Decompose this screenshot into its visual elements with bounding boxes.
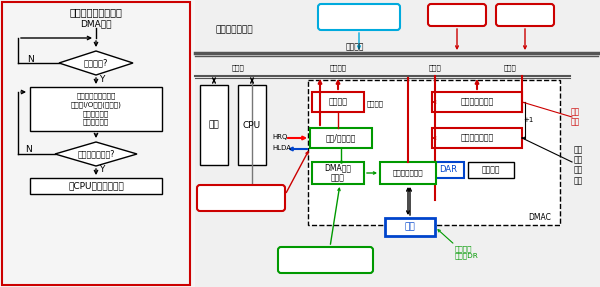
Text: +1: +1: [523, 117, 533, 123]
Text: 系统总线: 系统总线: [346, 42, 364, 51]
Text: DMAC: DMAC: [529, 212, 551, 222]
Bar: [30, 178, 162, 194]
Text: DMA控制器向总
线发送总线请求: DMA控制器向总 线发送总线请求: [221, 191, 260, 205]
Bar: [432, 92, 522, 112]
Text: 数据线: 数据线: [428, 65, 442, 71]
FancyBboxPatch shape: [428, 4, 486, 26]
Text: DMA请求: DMA请求: [80, 20, 112, 28]
Bar: [312, 92, 364, 112]
Text: 传送
结束
发出
中断: 传送 结束 发出 中断: [574, 145, 583, 185]
Polygon shape: [59, 51, 133, 75]
Bar: [30, 87, 162, 131]
Bar: [238, 85, 266, 165]
Text: 数据传送阶段的细化: 数据传送阶段的细化: [70, 7, 122, 17]
Text: 允许传送?: 允许传送?: [84, 59, 108, 67]
Text: 数据缓冲寄存器: 数据缓冲寄存器: [392, 170, 424, 176]
Text: 主存: 主存: [209, 121, 220, 129]
Text: DMA请求
触发器: DMA请求 触发器: [325, 163, 352, 183]
Polygon shape: [55, 142, 137, 166]
Text: CPU: CPU: [243, 121, 261, 129]
Text: DAR: DAR: [439, 166, 457, 174]
Text: 修改
参数: 修改 参数: [571, 107, 580, 127]
Bar: [432, 162, 464, 178]
Bar: [200, 85, 228, 165]
Text: 设备选择: 设备选择: [482, 166, 500, 174]
FancyBboxPatch shape: [318, 4, 400, 30]
Bar: [380, 162, 436, 184]
Bar: [2, 2, 190, 285]
Bar: [195, 0, 600, 287]
Text: DMA控制器完
成一次数据传送: DMA控制器完 成一次数据传送: [508, 8, 542, 22]
Text: 中断请求: 中断请求: [329, 65, 347, 71]
Text: 溢出信号: 溢出信号: [367, 101, 383, 107]
Text: 数据块传送结束?: 数据块传送结束?: [77, 150, 115, 158]
Text: Y: Y: [100, 166, 104, 174]
Text: 地址线: 地址线: [503, 65, 517, 71]
FancyBboxPatch shape: [278, 247, 373, 273]
Text: 中断机构: 中断机构: [329, 98, 347, 106]
Text: Y: Y: [100, 75, 104, 84]
Text: N: N: [26, 55, 34, 63]
Text: 控制线: 控制线: [232, 65, 244, 71]
Bar: [432, 128, 522, 148]
Text: N: N: [25, 146, 31, 154]
Text: CPU将总线控制权
交给DMA控制器: CPU将总线控制权 交给DMA控制器: [338, 10, 379, 24]
Bar: [310, 128, 372, 148]
FancyBboxPatch shape: [197, 185, 285, 211]
Bar: [385, 218, 435, 236]
Text: 设备将数
据写入DR: 设备将数 据写入DR: [455, 245, 479, 259]
Text: DMA控制器
接管总线: DMA控制器 接管总线: [442, 8, 472, 22]
Text: 以数据输入为例: 以数据输入为例: [215, 26, 253, 34]
Text: 向CPU申请程序中断: 向CPU申请程序中断: [68, 181, 124, 191]
Text: 设备: 设备: [404, 222, 415, 232]
Text: 主存起始地址送总线
数据送I/O设备(或主存)
修改主存地址
修改字计数器: 主存起始地址送总线 数据送I/O设备(或主存) 修改主存地址 修改字计数器: [71, 93, 121, 125]
Text: HRQ: HRQ: [272, 134, 287, 140]
Text: 主存地址计数器: 主存地址计数器: [460, 98, 494, 106]
Bar: [312, 162, 364, 184]
Bar: [468, 162, 514, 178]
Text: HLDA: HLDA: [272, 145, 291, 151]
Text: 控制/状态逻辑: 控制/状态逻辑: [326, 133, 356, 143]
Bar: [308, 80, 560, 225]
Text: 传送长度计数器: 传送长度计数器: [460, 133, 494, 143]
FancyBboxPatch shape: [496, 4, 554, 26]
Text: 写满后向DMA控制
器发送DMA请求: 写满后向DMA控制 器发送DMA请求: [304, 253, 347, 267]
